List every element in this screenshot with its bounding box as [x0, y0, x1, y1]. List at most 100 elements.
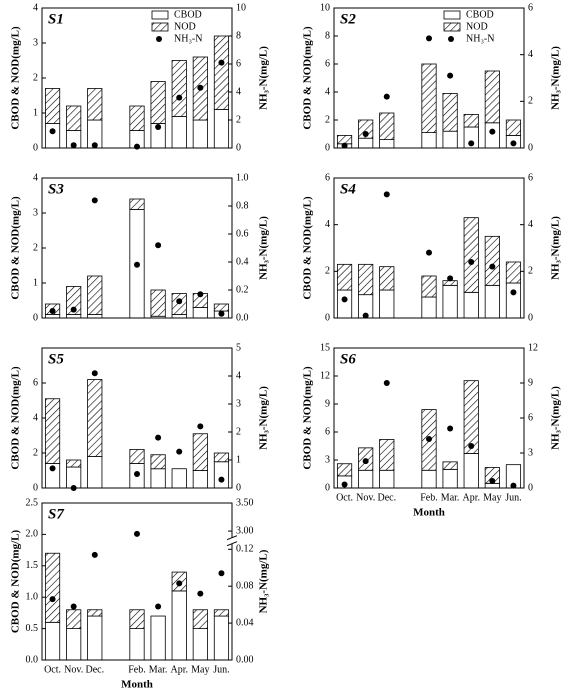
point: [91, 197, 98, 204]
bar: [150, 615, 166, 661]
point: [155, 124, 162, 130]
bar: [192, 307, 208, 319]
y-tick-label: 4: [33, 412, 38, 423]
x-tick-label: Oct.: [336, 492, 353, 503]
bar: [484, 122, 500, 149]
bar: [463, 114, 479, 128]
bar: [150, 454, 166, 470]
y2-tick-label: 4: [528, 49, 533, 60]
point: [49, 596, 56, 603]
y-tick-label: 6: [33, 377, 38, 388]
point: [91, 142, 98, 149]
point: [218, 310, 225, 317]
point: [155, 603, 162, 610]
bar: [463, 291, 479, 319]
point: [447, 72, 454, 79]
panel-label: S5: [48, 351, 64, 367]
bar: [213, 35, 230, 110]
point: [341, 481, 348, 488]
y-tick-label: 2: [325, 266, 330, 277]
point: [383, 380, 390, 386]
y2-tick-label: 0: [236, 142, 241, 153]
bar: [66, 466, 82, 489]
y-tick-label: 15: [320, 342, 330, 353]
point: [70, 306, 77, 313]
bar: [171, 468, 187, 489]
bar: [442, 468, 458, 489]
point: [155, 242, 162, 249]
y-tick-label: 1.0: [26, 591, 39, 602]
y2-tick-label: 6: [528, 2, 533, 13]
y-tick-label: 1: [33, 277, 38, 288]
point: [176, 298, 183, 305]
legend-label: CBOD: [466, 9, 494, 20]
bar: [421, 275, 437, 298]
y2-tick-label: 0.2: [236, 284, 249, 295]
legend-marker: [156, 36, 162, 42]
bar: [336, 263, 353, 291]
y2-tick-label: 4: [236, 86, 241, 97]
bar: [421, 296, 437, 319]
y2-tick-label: 0.4: [236, 256, 249, 267]
x-axis-title: Month: [413, 507, 445, 519]
bar: [66, 314, 82, 319]
point: [49, 465, 56, 472]
bar: [66, 286, 82, 315]
bar: [421, 63, 437, 133]
x-tick-label: Dec.: [377, 492, 396, 503]
y-tick-label: 0: [325, 482, 330, 493]
bar: [463, 453, 479, 489]
x-tick-label: Nov.: [64, 664, 83, 675]
point: [341, 296, 348, 303]
y2-tick-label: 2: [528, 96, 533, 107]
panel-label: S3: [48, 181, 64, 197]
y2-axis-title: NH₃-N(mg/L): [258, 216, 270, 280]
y2-axis-title: NH₃-N(mg/L): [258, 386, 270, 450]
point: [197, 423, 204, 430]
point: [218, 570, 225, 577]
y2-axis-title: NH₃-N(mg/L): [258, 549, 270, 613]
point: [468, 140, 475, 147]
bar: [336, 463, 353, 477]
legend-label: NOD: [466, 21, 488, 32]
panel-label: S7: [48, 506, 64, 522]
y-tick-label: 8: [325, 30, 330, 41]
bar: [505, 119, 522, 136]
bar: [336, 134, 353, 145]
y2-tick-label: 3.50: [236, 497, 254, 508]
y2-tick-label: 0.08: [236, 580, 254, 591]
point: [510, 482, 517, 489]
axis-break: [226, 541, 238, 547]
y-tick-label: 0.5: [26, 623, 39, 634]
y-tick-label: 3: [325, 454, 330, 465]
bar: [44, 398, 61, 464]
y-axis-title: CBOD & NOD(mg/L): [302, 26, 314, 130]
legend-swatch: [443, 22, 461, 32]
y2-tick-label: 5: [236, 342, 241, 353]
bar: [192, 609, 208, 630]
panel-label: S1: [48, 11, 64, 27]
bar: [44, 314, 61, 319]
legend-label: NOD: [174, 21, 196, 32]
y2-tick-label: 0: [528, 312, 533, 323]
point: [510, 289, 517, 296]
y2-tick-label: 2: [236, 426, 241, 437]
bar: [442, 93, 458, 132]
y2-axis-title: NH₃-N(mg/L): [550, 216, 562, 280]
y2-tick-label: 0.00: [236, 654, 254, 665]
bar: [358, 469, 374, 489]
y-tick-label: 0.0: [26, 654, 39, 665]
x-tick-label: Apr.: [462, 492, 480, 503]
bar: [484, 482, 500, 489]
bar: [44, 123, 61, 149]
x-tick-label: May: [191, 664, 209, 675]
bar: [66, 105, 82, 131]
y2-axis-title: NH₃-N(mg/L): [258, 46, 270, 110]
point: [383, 191, 390, 198]
point: [489, 128, 496, 135]
bar: [171, 590, 187, 661]
bar: [379, 469, 395, 489]
bar: [379, 112, 395, 141]
point: [468, 259, 475, 265]
